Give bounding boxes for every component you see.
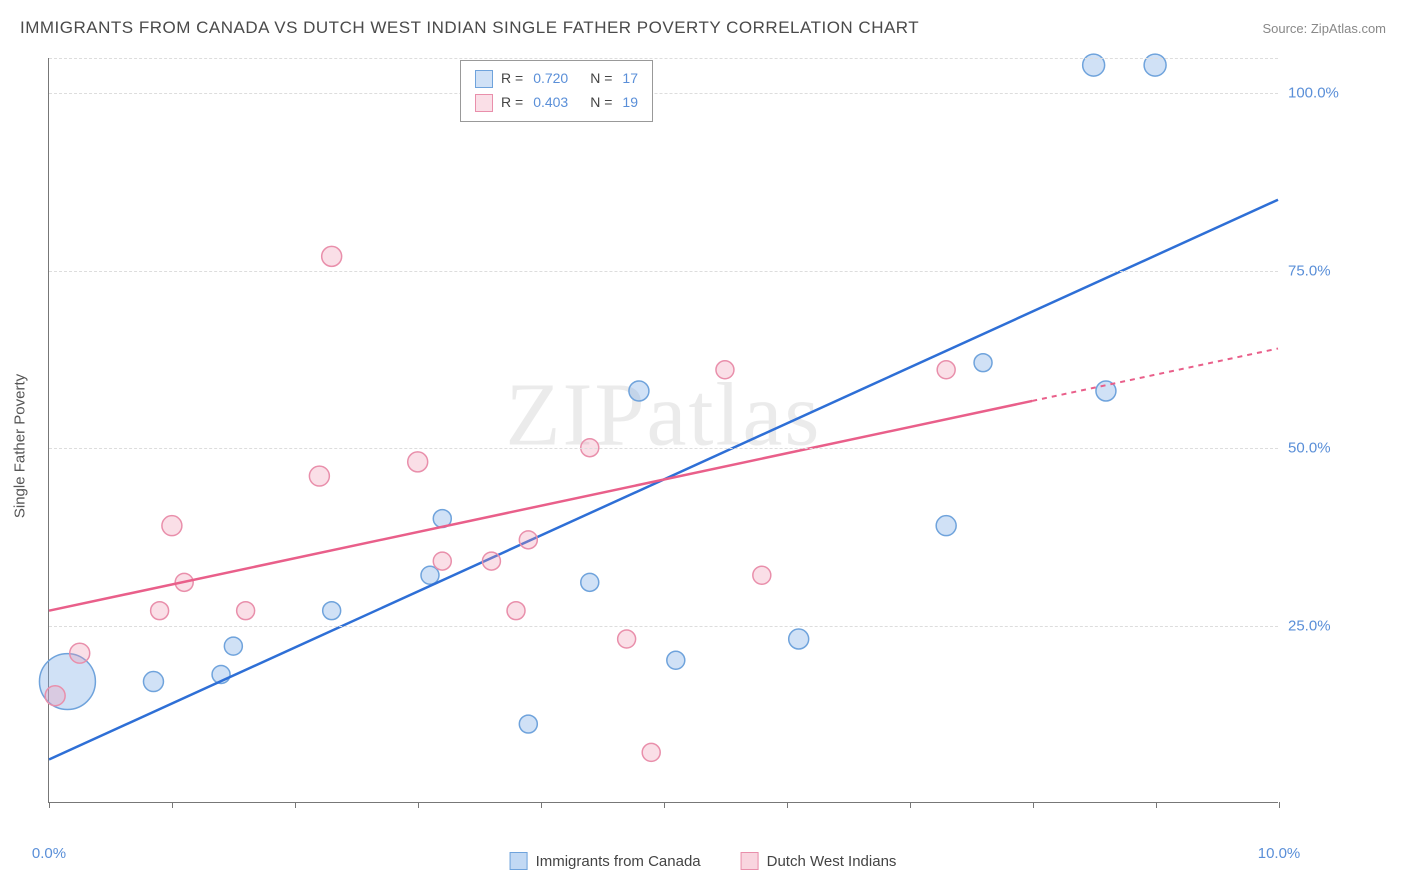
data-point	[581, 573, 599, 591]
legend-swatch	[741, 852, 759, 870]
legend-r-label: R =	[501, 67, 523, 91]
data-point	[629, 381, 649, 401]
data-point	[642, 743, 660, 761]
data-point	[482, 552, 500, 570]
data-point	[753, 566, 771, 584]
x-tick-label: 0.0%	[32, 845, 66, 862]
gridline	[49, 58, 1278, 59]
legend-item: Dutch West Indians	[741, 852, 897, 870]
x-tick	[295, 802, 296, 808]
plot-area: ZIPatlas 25.0%50.0%75.0%100.0%0.0%10.0%	[48, 58, 1278, 803]
x-tick	[418, 802, 419, 808]
chart-title: IMMIGRANTS FROM CANADA VS DUTCH WEST IND…	[20, 18, 919, 38]
data-point	[162, 516, 182, 536]
data-point	[224, 637, 242, 655]
legend-n-value: 19	[622, 91, 638, 115]
data-point	[237, 602, 255, 620]
x-tick-label: 10.0%	[1258, 845, 1301, 862]
source-attribution: Source: ZipAtlas.com	[1262, 21, 1386, 36]
data-point	[507, 602, 525, 620]
legend-swatch	[475, 94, 493, 112]
data-point	[667, 651, 685, 669]
legend-r-value: 0.403	[533, 91, 568, 115]
legend-row: R = 0.403 N = 19	[475, 91, 638, 115]
data-point	[421, 566, 439, 584]
x-tick	[541, 802, 542, 808]
data-point	[45, 686, 65, 706]
y-tick-label: 100.0%	[1288, 85, 1358, 102]
legend-item: Immigrants from Canada	[510, 852, 701, 870]
x-tick	[1279, 802, 1280, 808]
data-point	[936, 516, 956, 536]
legend-label: Immigrants from Canada	[536, 853, 701, 870]
data-point	[716, 361, 734, 379]
x-tick	[172, 802, 173, 808]
x-tick	[1033, 802, 1034, 808]
gridline	[49, 93, 1278, 94]
data-point	[143, 672, 163, 692]
legend-n-label: N =	[590, 91, 612, 115]
x-tick	[1156, 802, 1157, 808]
legend-label: Dutch West Indians	[767, 853, 897, 870]
chart-header: IMMIGRANTS FROM CANADA VS DUTCH WEST IND…	[20, 18, 1386, 38]
x-tick	[910, 802, 911, 808]
legend-row: R = 0.720 N = 17	[475, 67, 638, 91]
x-tick	[787, 802, 788, 808]
legend-r-label: R =	[501, 91, 523, 115]
legend-r-value: 0.720	[533, 67, 568, 91]
regression-line	[49, 401, 1032, 611]
data-point	[70, 643, 90, 663]
x-tick	[49, 802, 50, 808]
data-point	[519, 715, 537, 733]
legend-n-label: N =	[590, 67, 612, 91]
gridline	[49, 626, 1278, 627]
data-point	[519, 531, 537, 549]
regression-line-extrapolated	[1032, 349, 1278, 401]
x-tick	[664, 802, 665, 808]
legend-n-value: 17	[622, 67, 638, 91]
data-point	[433, 552, 451, 570]
data-point	[618, 630, 636, 648]
data-point	[151, 602, 169, 620]
data-point	[322, 246, 342, 266]
gridline	[49, 448, 1278, 449]
plot-svg	[49, 58, 1278, 802]
data-point	[789, 629, 809, 649]
data-point	[937, 361, 955, 379]
legend-swatch	[510, 852, 528, 870]
correlation-legend: R = 0.720 N = 17 R = 0.403 N = 19	[460, 60, 653, 122]
y-tick-label: 25.0%	[1288, 617, 1358, 634]
gridline	[49, 271, 1278, 272]
y-axis-title: Single Father Poverty	[12, 374, 29, 518]
data-point	[408, 452, 428, 472]
data-point	[974, 354, 992, 372]
data-point	[323, 602, 341, 620]
data-point	[309, 466, 329, 486]
legend-swatch	[475, 70, 493, 88]
y-tick-label: 50.0%	[1288, 440, 1358, 457]
series-legend: Immigrants from Canada Dutch West Indians	[510, 852, 897, 870]
y-tick-label: 75.0%	[1288, 262, 1358, 279]
